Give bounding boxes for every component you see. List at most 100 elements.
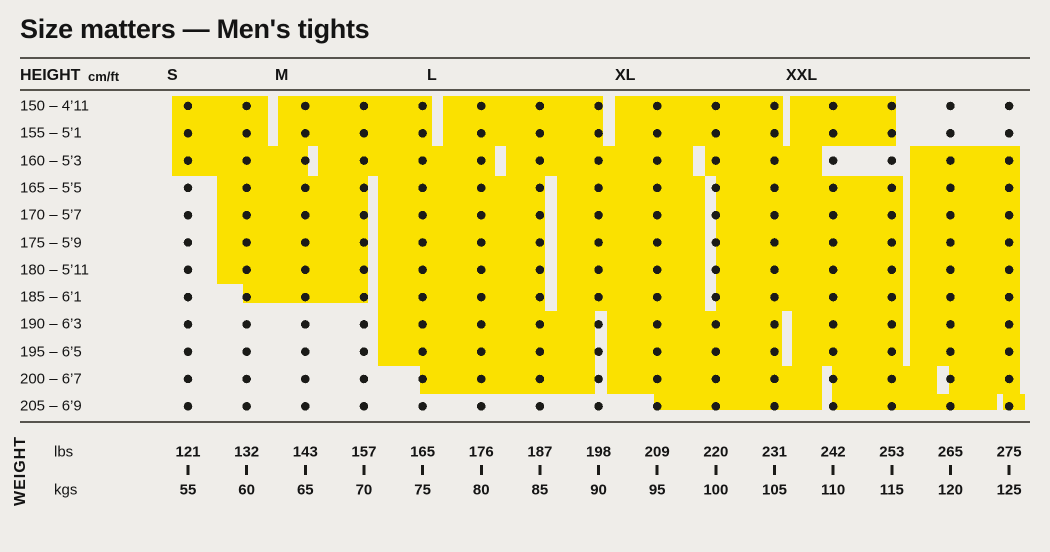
grid-dot <box>946 320 955 329</box>
grid-dot <box>1004 347 1014 357</box>
grid-dot <box>594 101 603 111</box>
lbs-row-label: lbs <box>54 443 74 461</box>
grid-dot <box>418 374 427 384</box>
grid-dot <box>359 265 369 275</box>
size-region-l <box>654 394 822 410</box>
weight-lbs-value: 143 <box>292 443 318 461</box>
grid-dot <box>242 183 251 193</box>
grid-dot <box>711 183 721 193</box>
grid-dot <box>946 183 955 193</box>
grid-dot <box>711 101 721 111</box>
grid-dot <box>242 374 251 384</box>
grid-dot <box>535 210 545 220</box>
grid-dot <box>535 183 545 193</box>
grid-dot <box>770 183 779 193</box>
grid-dot <box>594 402 603 411</box>
size-region-m <box>378 176 545 311</box>
weight-kgs-value: 65 <box>296 481 314 499</box>
grid-dot <box>652 183 662 193</box>
grid-dot <box>183 320 193 329</box>
grid-dot <box>359 101 369 111</box>
grid-dot <box>183 374 193 384</box>
grid-dot <box>652 402 662 411</box>
grid-dot <box>476 101 486 111</box>
weight-section-rule <box>20 421 1030 423</box>
grid-dot <box>418 347 427 357</box>
grid-dot <box>946 347 955 357</box>
grid-dot <box>594 265 603 275</box>
grid-dot <box>594 183 603 193</box>
weight-tick <box>538 465 542 475</box>
grid-dot <box>242 265 251 275</box>
grid-dot <box>476 347 486 357</box>
grid-dot <box>828 183 838 193</box>
grid-dot <box>1004 183 1014 193</box>
height-row-label: 155 – 5’1 <box>20 124 82 142</box>
grid-dot <box>242 101 251 111</box>
grid-dot <box>887 292 897 302</box>
grid-dot <box>418 320 427 329</box>
grid-dot <box>535 238 545 247</box>
grid-dot <box>359 292 369 302</box>
grid-dot <box>828 210 838 220</box>
grid-dot <box>1004 129 1014 138</box>
grid-dot <box>887 320 897 329</box>
grid-dot <box>594 374 603 384</box>
grid-dot <box>535 374 545 384</box>
grid-dot <box>594 347 603 357</box>
grid-dot <box>359 320 369 329</box>
grid-dot <box>828 156 838 165</box>
height-row-label: 180 – 5’11 <box>20 261 89 279</box>
weight-lbs-value: 121 <box>175 443 201 461</box>
height-row-label: 175 – 5’9 <box>20 234 82 251</box>
weight-tick <box>479 465 483 475</box>
height-row-label: 150 – 4’11 <box>20 97 89 115</box>
grid-dot <box>183 101 193 111</box>
grid-dot <box>594 156 603 165</box>
grid-dot <box>652 320 662 329</box>
weight-kgs-value: 75 <box>414 481 431 499</box>
grid-dot <box>887 402 897 411</box>
grid-dot <box>301 347 310 357</box>
grid-dot <box>1004 374 1014 384</box>
grid-dot <box>770 265 779 275</box>
grid-dot <box>476 156 486 165</box>
grid-dot <box>476 265 486 275</box>
height-row-label: 195 – 6’5 <box>20 343 82 361</box>
grid-dot <box>770 101 779 111</box>
grid-dot <box>828 238 838 247</box>
grid-dot <box>946 156 955 165</box>
grid-dot <box>711 238 721 247</box>
weight-kgs-value: 95 <box>648 481 666 499</box>
grid-dot <box>887 129 897 138</box>
grid-dot <box>828 101 838 111</box>
grid-dot <box>711 292 721 302</box>
header-bottom-rule <box>20 89 1030 91</box>
grid-dot <box>652 238 662 247</box>
grid-dot <box>183 402 193 411</box>
grid-dot <box>535 320 545 329</box>
grid-dot <box>946 292 955 302</box>
grid-dot <box>887 156 897 165</box>
grid-dot <box>418 129 427 138</box>
grid-dot <box>828 129 838 138</box>
grid-dot <box>301 374 310 384</box>
weight-lbs-value: 165 <box>410 443 436 461</box>
grid-dot <box>535 265 545 275</box>
grid-dot <box>1004 265 1014 275</box>
grid-dot <box>1004 402 1014 411</box>
kgs-row-label: kgs <box>54 481 78 499</box>
grid-dot <box>1004 320 1014 329</box>
size-region-xl <box>792 311 903 366</box>
grid-dot <box>887 374 897 384</box>
grid-dot <box>946 101 955 111</box>
grid-dot <box>770 238 779 247</box>
weight-tick <box>421 465 425 475</box>
grid-dot <box>652 101 662 111</box>
grid-dot <box>887 238 897 247</box>
grid-dot <box>301 265 310 275</box>
grid-dot <box>301 320 310 329</box>
size-column-header-xl: XL <box>615 67 636 84</box>
grid-dot <box>301 210 310 220</box>
grid-dot <box>711 320 721 329</box>
